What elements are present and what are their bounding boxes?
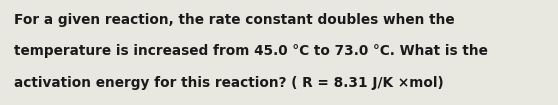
- Text: activation energy for this reaction? ( R = 8.31 J/K ×mol): activation energy for this reaction? ( R…: [14, 76, 444, 90]
- Text: For a given reaction, the rate constant doubles when the: For a given reaction, the rate constant …: [14, 13, 455, 27]
- Text: temperature is increased from 45.0 °C to 73.0 °C. What is the: temperature is increased from 45.0 °C to…: [14, 44, 488, 58]
